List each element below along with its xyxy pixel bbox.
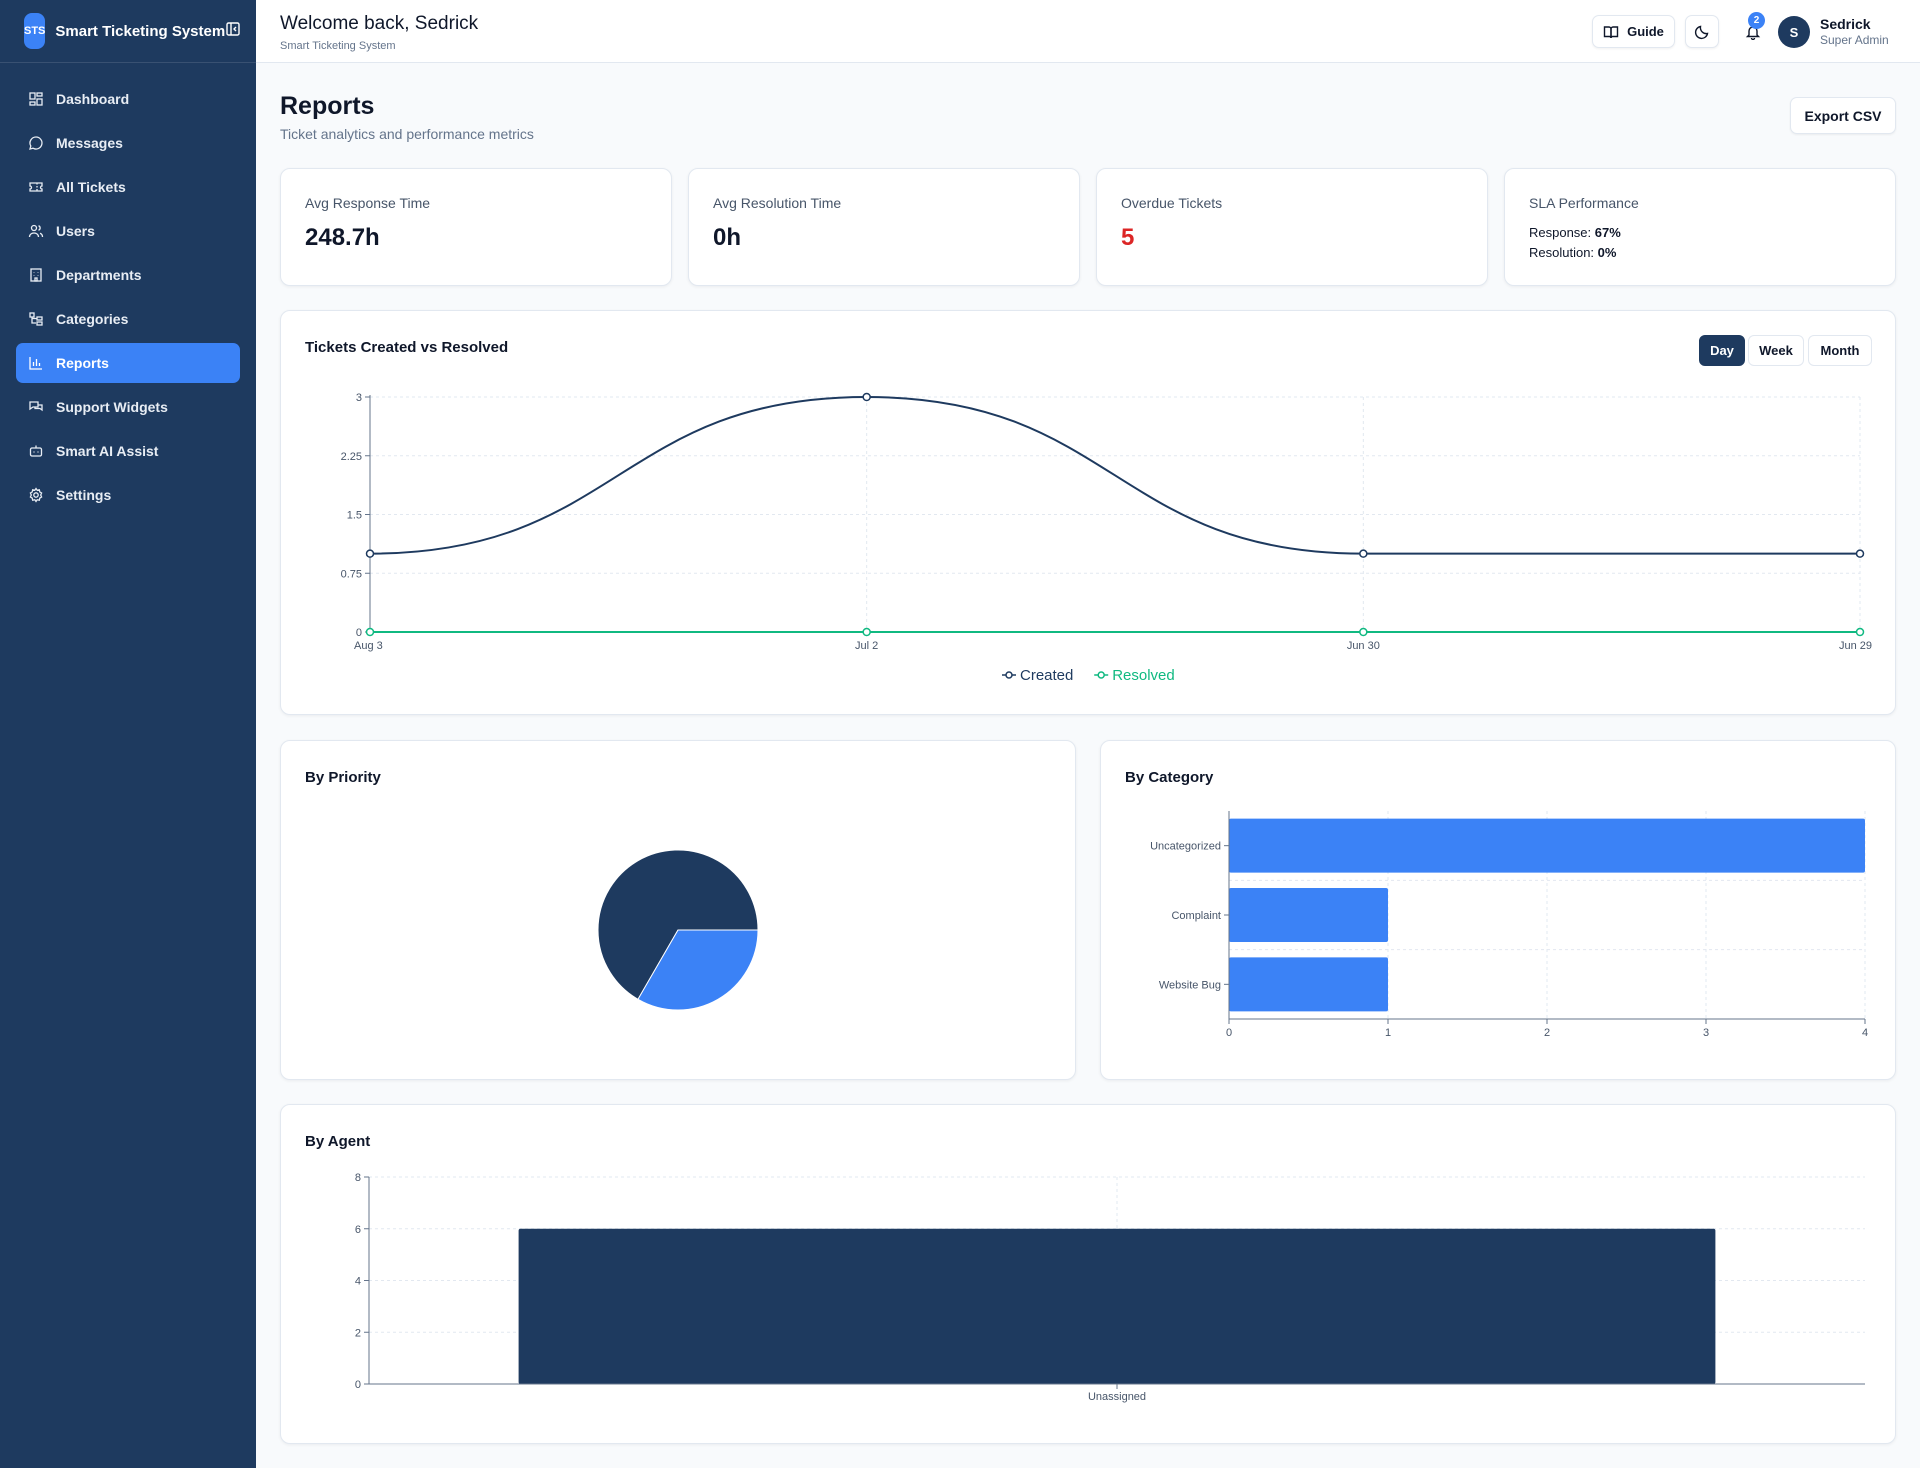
sidebar-item-label: All Tickets — [56, 179, 126, 195]
sidebar-item-all-tickets[interactable]: All Tickets — [16, 167, 240, 207]
priority-chart-title: By Priority — [305, 769, 381, 786]
sidebar: STS Smart Ticketing System Dashboard Mes… — [0, 0, 256, 1468]
sla-response: Response: 67% — [1529, 225, 1621, 240]
user-role: Super Admin — [1820, 33, 1889, 47]
sidebar-item-settings[interactable]: Settings — [16, 475, 240, 515]
priority-chart-card: By Priority — [280, 740, 1076, 1080]
stat-card-overdue: Overdue Tickets 5 — [1096, 168, 1488, 286]
stat-label: SLA Performance — [1529, 195, 1639, 211]
stat-value: 5 — [1121, 224, 1135, 251]
category-chart-card: By Category — [1100, 740, 1896, 1080]
stat-card-avg-response: Avg Response Time 248.7h — [280, 168, 672, 286]
ticket-icon — [29, 182, 43, 192]
user-name: Sedrick — [1820, 16, 1871, 32]
message-icon — [29, 136, 43, 150]
theme-toggle-button[interactable] — [1685, 15, 1719, 48]
welcome-message: Welcome back, Sedrick — [280, 13, 479, 34]
page-title: Reports — [280, 92, 375, 120]
sidebar-item-label: Categories — [56, 311, 129, 327]
sidebar-item-support-widgets[interactable]: Support Widgets — [16, 387, 240, 427]
sidebar-item-label: Reports — [56, 355, 109, 371]
sidebar-header: STS Smart Ticketing System — [0, 0, 256, 63]
building-icon — [30, 268, 42, 282]
users-icon — [28, 224, 44, 238]
sidebar-item-reports[interactable]: Reports — [16, 343, 240, 383]
sidebar-item-label: Smart AI Assist — [56, 443, 159, 459]
range-week-button[interactable]: Week — [1748, 335, 1804, 366]
stat-label: Avg Response Time — [305, 195, 431, 211]
top-header: Welcome back, Sedrick Smart Ticketing Sy… — [256, 0, 1920, 63]
sidebar-item-label: Support Widgets — [56, 399, 168, 415]
sidebar-item-label: Messages — [56, 135, 123, 151]
trend-chart-card: Tickets Created vs Resolved Day Week Mon… — [280, 310, 1896, 715]
sidebar-item-users[interactable]: Users — [16, 211, 240, 251]
notification-badge: 2 — [1748, 12, 1765, 29]
guide-label: Guide — [1627, 24, 1664, 39]
gear-icon — [29, 487, 43, 503]
guide-button[interactable]: Guide — [1592, 15, 1675, 48]
stat-label: Overdue Tickets — [1121, 195, 1223, 211]
sidebar-item-smart-ai-assist[interactable]: Smart AI Assist — [16, 431, 240, 471]
sidebar-nav: Dashboard Messages All Tickets Users Dep… — [0, 63, 256, 515]
dashboard-icon — [29, 92, 43, 106]
app-logo: STS — [24, 13, 46, 49]
page-subtitle: Ticket analytics and performance metrics — [280, 126, 534, 142]
range-month-button[interactable]: Month — [1808, 335, 1872, 366]
agent-chart-title: By Agent — [305, 1133, 371, 1150]
sidebar-item-departments[interactable]: Departments — [16, 255, 240, 295]
sidebar-collapse-icon[interactable] — [225, 21, 241, 42]
sla-resolution: Resolution: 0% — [1529, 245, 1617, 260]
export-csv-button[interactable]: Export CSV — [1790, 97, 1896, 134]
sla-response-value: 67% — [1594, 225, 1621, 240]
sidebar-item-label: Users — [56, 223, 95, 239]
category-chart-title: By Category — [1125, 769, 1214, 786]
sidebar-item-dashboard[interactable]: Dashboard — [16, 79, 240, 119]
sidebar-item-messages[interactable]: Messages — [16, 123, 240, 163]
stat-value: 248.7h — [305, 224, 380, 251]
sidebar-item-label: Departments — [56, 267, 142, 283]
book-icon — [1603, 25, 1619, 38]
category-icon — [29, 312, 43, 326]
trend-chart-title: Tickets Created vs Resolved — [305, 339, 509, 356]
app-title: Smart Ticketing System — [55, 22, 226, 40]
avatar[interactable]: S — [1778, 16, 1810, 48]
stat-card-sla: SLA Performance Response: 67% Resolution… — [1504, 168, 1896, 286]
range-day-button[interactable]: Day — [1699, 335, 1745, 366]
bar-chart-icon — [29, 357, 42, 370]
stat-value: 0h — [713, 224, 742, 251]
stat-label: Avg Resolution Time — [713, 195, 842, 211]
bot-icon — [29, 445, 43, 457]
agent-chart-card: By Agent — [280, 1104, 1896, 1444]
sidebar-item-label: Settings — [56, 487, 112, 503]
sidebar-item-categories[interactable]: Categories — [16, 299, 240, 339]
header-subtitle: Smart Ticketing System — [280, 40, 396, 52]
chat-widget-icon — [29, 401, 43, 412]
moon-icon — [1694, 25, 1709, 39]
sla-resolution-value: 0% — [1597, 245, 1617, 260]
stat-card-avg-resolution: Avg Resolution Time 0h — [688, 168, 1080, 286]
sidebar-item-label: Dashboard — [56, 91, 130, 107]
